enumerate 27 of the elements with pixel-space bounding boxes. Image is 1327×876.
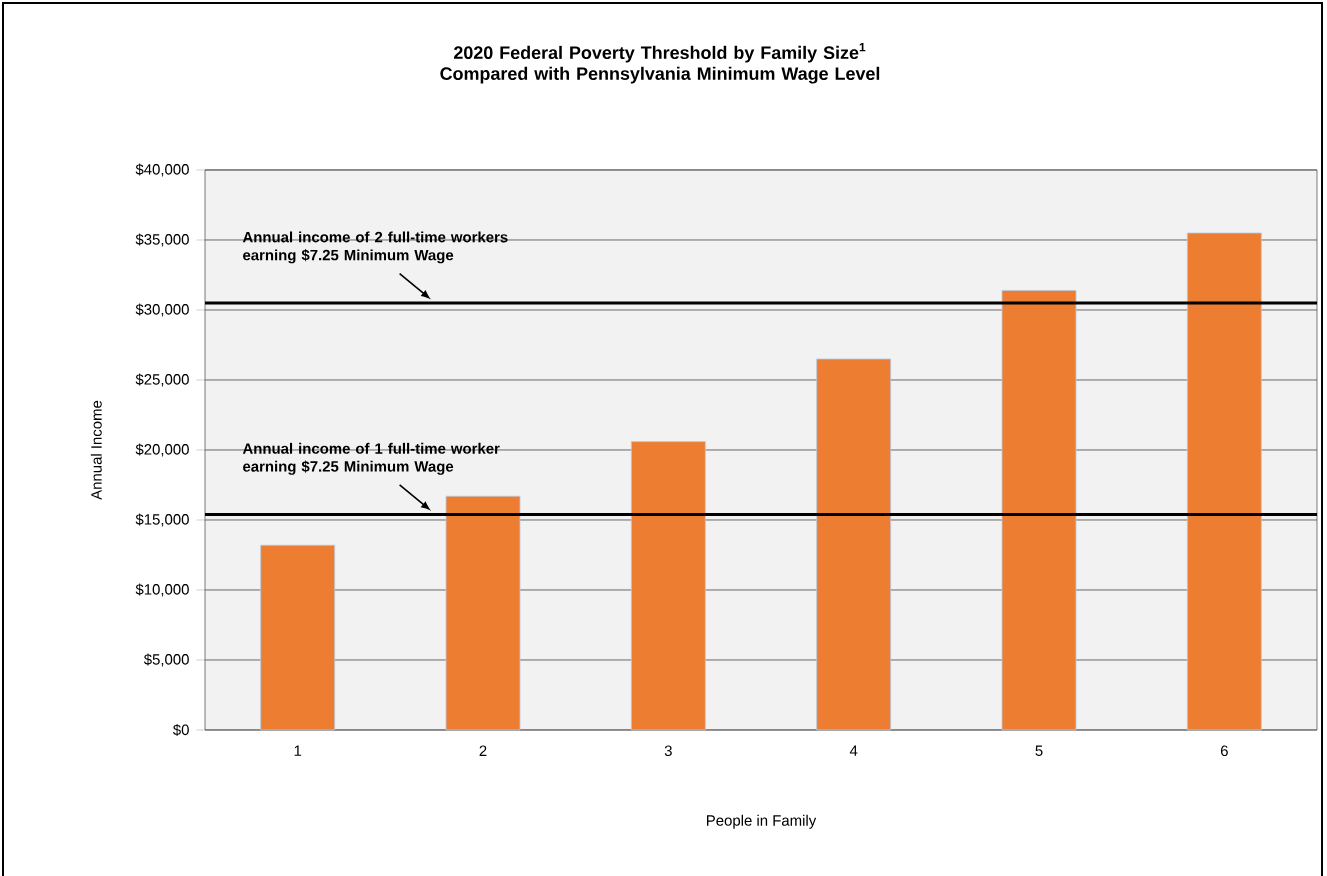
y-axis-title: Annual Income: [90, 400, 102, 500]
y-tick-label: $35,000: [135, 233, 189, 247]
y-tick-label: $10,000: [135, 583, 189, 597]
y-tick-label: $20,000: [135, 443, 189, 457]
x-tick-label: 2: [479, 745, 487, 756]
bar: [1186, 232, 1262, 731]
y-tick-label: $25,000: [135, 373, 189, 387]
bar: [260, 544, 336, 731]
bar: [816, 358, 892, 731]
x-tick-label: 1: [294, 745, 302, 756]
y-tick-label: $0: [173, 723, 189, 737]
ref-line-label: Annual income of 2 full-time workers earning $7.25 Minimum Wage: [242, 231, 508, 264]
y-tick-label: $40,000: [135, 163, 189, 177]
bar: [1001, 289, 1077, 731]
x-tick-label: 4: [849, 745, 858, 756]
ref-line-label: Annual income of 1 full-time worker earning $7.25 Minimum Wage: [242, 442, 500, 475]
chart-subtitle: Compared with Pennsylvania Minimum Wage Level: [440, 66, 880, 84]
x-axis-title: People in Family: [707, 814, 817, 829]
y-tick-label: $15,000: [135, 513, 189, 527]
x-tick-label: 5: [1035, 745, 1043, 756]
y-tick-label: $5,000: [143, 653, 189, 667]
x-tick-label: 3: [664, 745, 672, 757]
bar: [630, 441, 706, 731]
y-tick-label: $30,000: [135, 303, 189, 317]
chart-title: 2020 Federal Poverty Threshold by Family Size$^{1}$: [454, 43, 866, 63]
bar: [445, 495, 521, 731]
x-tick-label: 6: [1220, 745, 1228, 757]
